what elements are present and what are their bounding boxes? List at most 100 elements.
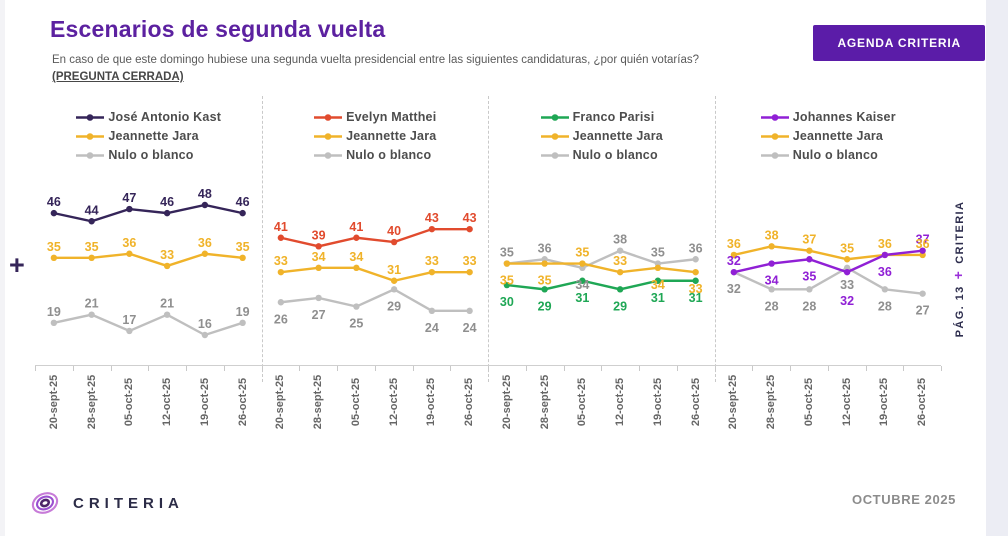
axis-tick	[601, 366, 603, 371]
legend-line-marker-icon	[540, 151, 569, 159]
value-label: 34	[764, 274, 778, 288]
legend-label: Jeannette Jara	[108, 129, 199, 143]
legend-item: Jeannette Jara	[313, 129, 436, 143]
x-axis-label: 12-oct-25	[614, 377, 627, 427]
data-point	[767, 243, 775, 250]
x-axis-label: 28-sept-25	[765, 374, 778, 430]
series-line	[280, 288, 470, 313]
axis-tick	[563, 366, 565, 371]
value-label: 48	[198, 187, 212, 201]
value-label: 35	[236, 240, 250, 254]
panel-divider	[261, 96, 263, 382]
legend-item: Nulo o blanco	[75, 148, 221, 162]
series-line	[53, 203, 243, 223]
legend: Franco Parisi Jeannette Jara Nulo o blanco	[540, 110, 663, 162]
data-point	[352, 234, 360, 241]
x-axis: 20-sept-25 28-sept-25 05-oct-25 12-oct-25 19…	[35, 365, 263, 451]
axis-tick	[223, 366, 225, 371]
value-label: 27	[311, 308, 325, 322]
value-label: 35	[500, 274, 514, 288]
data-point	[50, 209, 58, 217]
x-axis-label: 20-sept-25	[727, 374, 740, 430]
data-point	[730, 268, 737, 276]
x-axis-label: 28-sept-25	[85, 374, 98, 430]
data-point	[616, 247, 624, 254]
line-chart: 46 44 47 46 48 46 35 35 36 33 36 35 19 21 17 21 16 19	[47, 187, 250, 339]
value-label: 19	[236, 305, 250, 319]
value-label: 21	[85, 297, 99, 311]
side-page-number: PÁG. 13	[954, 285, 966, 338]
axis-tick	[676, 366, 678, 371]
axis-tick	[299, 366, 301, 371]
x-axis-label: 19-oct-25	[878, 377, 891, 427]
value-label: 24	[462, 321, 476, 335]
value-label: 35	[802, 269, 816, 283]
data-point	[692, 268, 699, 276]
axis-tick	[186, 366, 187, 371]
legend-line-marker-icon	[760, 132, 789, 140]
x-axis-label: 19-oct-25	[425, 377, 438, 427]
value-label: 34	[651, 278, 665, 292]
axis-tick	[261, 366, 263, 371]
legend-line-marker-icon	[314, 113, 343, 121]
x-axis: 20-sept-25 28-sept-25 05-oct-25 12-oct-25 19…	[261, 365, 489, 451]
value-label: 33	[462, 254, 476, 268]
data-point	[805, 256, 813, 263]
data-point	[579, 260, 586, 267]
legend-line-marker-icon	[76, 132, 105, 140]
data-point	[126, 250, 133, 257]
axis-tick	[903, 366, 905, 371]
legend-line-marker-icon	[314, 151, 343, 159]
value-label: 31	[387, 263, 401, 277]
legend-item: Johannes Kaiser	[760, 110, 896, 124]
value-label: 33	[689, 282, 703, 296]
x-axis: 20-sept-25 28-sept-25 05-oct-25 12-oct-25 19…	[714, 365, 942, 451]
agenda-criteria-button[interactable]: AGENDA CRITERIA	[813, 25, 985, 61]
x-axis-label: 26-oct-25	[689, 377, 702, 427]
data-point	[918, 290, 926, 297]
value-label: 19	[47, 305, 61, 319]
legend-line-marker-icon	[314, 132, 343, 140]
data-point	[428, 225, 435, 233]
data-point	[163, 311, 171, 318]
x-axis-label: 05-oct-25	[123, 377, 136, 427]
axis-tick	[337, 366, 338, 371]
page-title: Escenarios de segunda vuelta	[50, 16, 386, 42]
legend-item: José Antonio Kast	[75, 110, 221, 124]
x-axis-label: 26-oct-25	[916, 377, 929, 427]
x-axis-label: 20-sept-25	[47, 374, 60, 430]
legend-label: Nulo o blanco	[792, 148, 878, 162]
value-label: 37	[802, 233, 816, 247]
data-point	[881, 251, 888, 259]
value-label: 16	[198, 317, 212, 331]
panel-divider	[488, 96, 489, 382]
data-point	[541, 260, 548, 267]
legend-line-marker-icon	[540, 113, 569, 121]
value-label: 47	[122, 191, 136, 205]
data-point	[465, 225, 473, 233]
data-point	[503, 260, 511, 267]
legend: José Antonio Kast Jeannette Jara Nulo o bl…	[75, 110, 221, 162]
data-point	[428, 268, 435, 276]
legend-item: Nulo o blanco	[540, 148, 663, 162]
data-point	[616, 286, 624, 293]
value-label: 29	[387, 299, 401, 313]
value-label: 21	[160, 297, 174, 311]
data-point	[428, 307, 435, 315]
data-point	[654, 264, 662, 272]
data-point	[314, 264, 322, 272]
value-label: 35	[538, 274, 552, 288]
legend-label: Franco Parisi	[572, 110, 655, 124]
series-line	[53, 252, 243, 268]
data-point	[843, 268, 850, 276]
data-point	[88, 311, 95, 318]
axis-tick	[72, 366, 74, 371]
scenario-panel-1: José Antonio Kast Jeannette Jara Nulo o bl…	[35, 96, 263, 461]
value-label: 17	[122, 313, 136, 327]
value-label: 34	[575, 278, 589, 292]
legend-item: Franco Parisi	[540, 110, 663, 124]
value-label: 31	[651, 291, 665, 305]
x-axis-label: 05-oct-25	[802, 377, 815, 427]
value-label: 43	[462, 211, 476, 225]
value-label: 34	[349, 250, 363, 264]
